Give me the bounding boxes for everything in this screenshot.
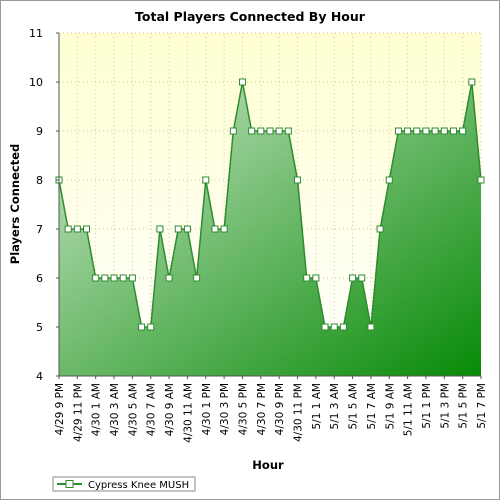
data-point xyxy=(404,127,412,135)
x-tick-label: 5/1 7 PM xyxy=(476,383,488,429)
x-tick-label: 5/1 7 AM xyxy=(366,383,378,430)
x-tick-label: 5/1 1 PM xyxy=(421,383,433,429)
data-point xyxy=(330,323,338,331)
data-point xyxy=(220,225,228,233)
data-point xyxy=(202,176,210,184)
y-axis-label: Players Connected xyxy=(8,144,22,264)
data-point xyxy=(440,127,448,135)
data-point xyxy=(73,225,81,233)
series-markers xyxy=(55,78,485,331)
data-point xyxy=(147,323,155,331)
legend-box xyxy=(52,476,196,492)
x-tick-label: 4/30 1 PM xyxy=(201,383,213,435)
x-tick-label: 4/30 5 AM xyxy=(127,383,139,436)
data-point xyxy=(156,225,164,233)
data-point xyxy=(367,323,375,331)
data-point xyxy=(413,127,421,135)
y-tick-label: 4 xyxy=(36,370,43,383)
x-tick-label: 5/1 11 AM xyxy=(403,383,415,436)
x-tick-label: 5/1 5 PM xyxy=(458,383,470,429)
y-tick-label: 11 xyxy=(29,27,43,40)
data-point xyxy=(422,127,430,135)
data-point xyxy=(449,127,457,135)
data-point xyxy=(211,225,219,233)
data-point xyxy=(459,127,467,135)
x-tick-label: 4/30 7 AM xyxy=(146,383,158,436)
data-point xyxy=(193,274,201,282)
data-point xyxy=(376,225,384,233)
x-tick-label: 4/29 11 PM xyxy=(72,383,84,442)
x-tick-label: 4/30 9 AM xyxy=(164,383,176,436)
data-point xyxy=(165,274,173,282)
x-tick-label: 5/1 3 AM xyxy=(329,383,341,430)
data-point xyxy=(183,225,191,233)
y-axis-ticks: 4 5 6 7 8 9 10 11 xyxy=(29,27,59,383)
x-axis-label: Hour xyxy=(252,458,284,472)
data-point xyxy=(174,225,182,233)
x-tick-label: 4/30 3 PM xyxy=(219,383,231,435)
data-point xyxy=(294,176,302,184)
x-tick-label: 5/1 3 PM xyxy=(439,383,451,429)
x-tick-label: 4/30 3 AM xyxy=(109,383,121,436)
data-point xyxy=(92,274,100,282)
series-area xyxy=(59,82,481,376)
x-tick-label: 4/30 7 PM xyxy=(256,383,268,435)
data-point xyxy=(248,127,256,135)
data-point xyxy=(321,323,329,331)
data-point xyxy=(101,274,109,282)
x-axis-ticks: 4/29 9 PM 4/29 11 PM 4/30 1 AM 4/30 3 AM 4/3… xyxy=(54,376,488,443)
legend: Cypress Knee MUSH xyxy=(52,476,196,492)
data-point xyxy=(431,127,439,135)
data-point xyxy=(394,127,402,135)
y-tick-label: 7 xyxy=(36,223,43,236)
x-tick-label: 5/1 1 AM xyxy=(311,383,323,430)
legend-label: Cypress Knee MUSH xyxy=(88,480,189,491)
data-point xyxy=(128,274,136,282)
x-tick-label: 4/30 5 PM xyxy=(237,383,249,435)
data-point xyxy=(468,78,476,86)
axes xyxy=(58,33,481,377)
data-point xyxy=(358,274,366,282)
data-point xyxy=(312,274,320,282)
y-tick-label: 10 xyxy=(29,76,43,89)
x-tick-label: 4/30 9 PM xyxy=(274,383,286,435)
data-point xyxy=(64,225,72,233)
data-point xyxy=(110,274,118,282)
y-tick-label: 6 xyxy=(36,272,43,285)
data-point xyxy=(119,274,127,282)
x-tick-label: 5/1 9 AM xyxy=(384,383,396,430)
data-point xyxy=(275,127,283,135)
y-tick-label: 5 xyxy=(36,321,43,334)
x-tick-label: 4/30 11 AM xyxy=(182,383,194,443)
data-point xyxy=(339,323,347,331)
data-point xyxy=(385,176,393,184)
x-tick-label: 5/1 5 AM xyxy=(348,383,360,430)
data-point xyxy=(229,127,237,135)
chart-title: Total Players Connected By Hour xyxy=(135,9,366,24)
data-point xyxy=(284,127,292,135)
x-tick-label: 4/30 11 PM xyxy=(293,383,305,442)
legend-marker-sample xyxy=(65,480,74,488)
data-point xyxy=(303,274,311,282)
data-point xyxy=(138,323,146,331)
data-point xyxy=(477,176,485,184)
data-point xyxy=(83,225,91,233)
x-tick-label: 4/29 9 PM xyxy=(54,383,66,435)
data-point xyxy=(349,274,357,282)
data-point xyxy=(257,127,265,135)
x-tick-label: 4/30 1 AM xyxy=(91,383,103,436)
y-tick-label: 8 xyxy=(36,174,43,187)
data-point xyxy=(266,127,274,135)
y-tick-label: 9 xyxy=(36,125,43,138)
data-point xyxy=(238,78,246,86)
